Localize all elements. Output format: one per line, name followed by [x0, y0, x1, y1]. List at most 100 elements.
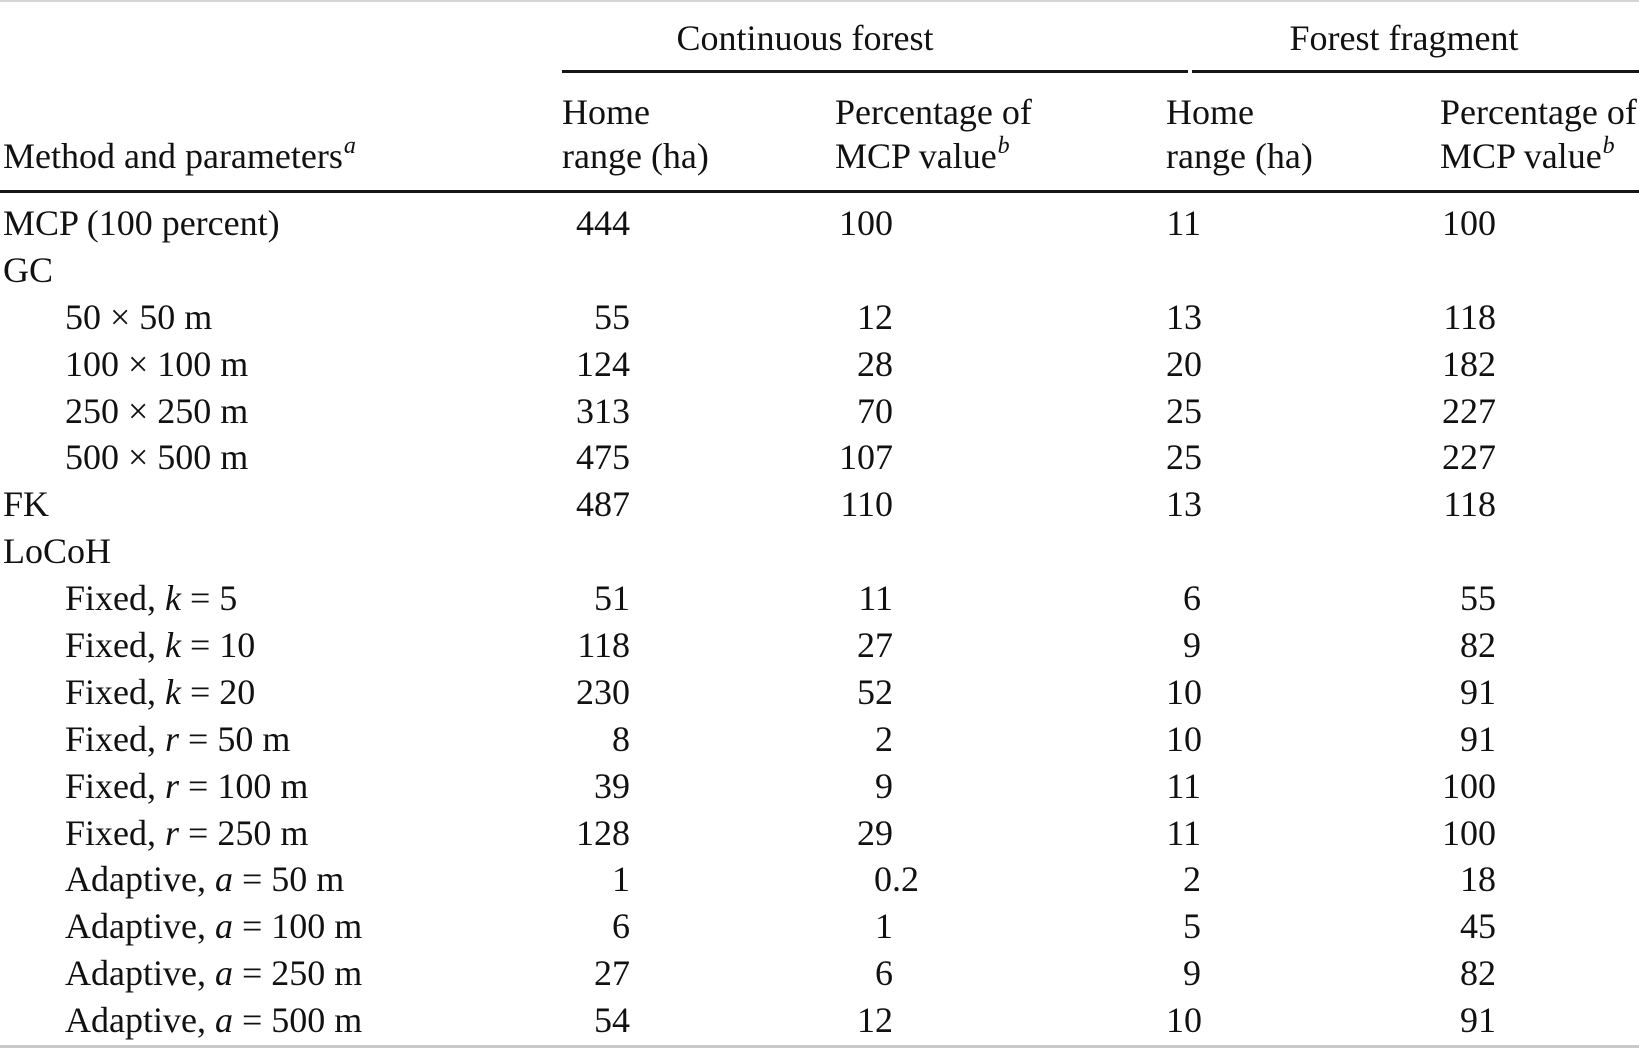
- value-cell: 1: [875, 906, 893, 947]
- value-cell: 54: [594, 1000, 630, 1041]
- spanner-rule-continuous-forest: [562, 70, 1188, 73]
- col-header-home-range-ff: Home range (ha): [1166, 90, 1313, 178]
- table-row: Adaptive, a = 100 m 6 1 5 45: [0, 903, 1639, 950]
- value-cell: 9: [1183, 953, 1201, 994]
- value-cell: 475: [576, 437, 630, 478]
- table-row: MCP (100 percent) 444 100 11 100: [0, 200, 1639, 247]
- value-cell: 45: [1460, 906, 1496, 947]
- footnote-marker-b: b: [997, 133, 1010, 159]
- value-cell: 27: [594, 953, 630, 994]
- value-cell: 51: [594, 578, 630, 619]
- value-cell: 1: [612, 859, 630, 900]
- col-header-line1: Percentage of: [835, 92, 1032, 132]
- table-row: 50 × 50 m 55 12 13 118: [0, 294, 1639, 341]
- value-cell: 11: [1166, 203, 1201, 243]
- value-cell: 118: [1443, 484, 1496, 525]
- value-cell: 91: [1460, 1000, 1496, 1041]
- method-cell: 500 × 500 m: [65, 437, 249, 478]
- value-cell: 487: [576, 484, 630, 525]
- value-cell: 70: [857, 390, 893, 431]
- value-cell: 110: [840, 484, 893, 525]
- value-cell: 444: [576, 203, 630, 243]
- method-cell: 250 × 250 m: [65, 390, 249, 431]
- value-cell: 13: [1166, 296, 1202, 337]
- value-cell: 91: [1460, 671, 1496, 712]
- col-header-home-range-cf: Home range (ha): [562, 90, 709, 178]
- value-cell: 82: [1460, 953, 1496, 994]
- method-cell: FK: [3, 484, 50, 525]
- top-rule: [0, 0, 1639, 2]
- bottom-rule: [0, 1045, 1639, 1048]
- col-header-line2: MCP valueb: [1440, 133, 1615, 176]
- table-row: LoCoH: [0, 528, 1639, 575]
- value-cell: 313: [576, 390, 630, 431]
- value-cell: 11: [1166, 765, 1201, 806]
- value-cell: 55: [1460, 578, 1496, 619]
- table-row: Fixed, r = 250 m 128 29 11 100: [0, 810, 1639, 857]
- value-cell: 9: [875, 765, 893, 806]
- method-cell: Fixed, r = 50 m: [65, 718, 291, 759]
- col-header-line1: Home: [1166, 92, 1254, 132]
- table-row: GC: [0, 247, 1639, 294]
- col-header-line2: MCP valueb: [835, 133, 1010, 176]
- footnote-marker-b: b: [1602, 133, 1615, 159]
- value-cell: 6: [875, 953, 893, 994]
- table-row: Fixed, k = 5 51 11 6 55: [0, 575, 1639, 622]
- col-header-percentage-mcp-ff: Percentage of MCP valueb: [1440, 90, 1637, 178]
- value-cell: 6: [612, 906, 630, 947]
- value-cell: 100: [1442, 203, 1496, 243]
- value-cell: 128: [576, 812, 630, 853]
- method-cell: Fixed, k = 10: [65, 625, 256, 666]
- footnote-marker-a: a: [343, 133, 356, 159]
- table-row: Fixed, r = 50 m 8 2 10 91: [0, 716, 1639, 763]
- value-cell: 2: [1183, 859, 1201, 900]
- value-cell: 13: [1166, 484, 1202, 525]
- value-cell: 2: [875, 718, 893, 759]
- value-cell: 52: [857, 671, 893, 712]
- col-header-line1: Home: [562, 92, 650, 132]
- value-cell: 18: [1460, 859, 1496, 900]
- value-cell: 227: [1442, 437, 1496, 478]
- table-row: 250 × 250 m 313 70 25 227: [0, 388, 1639, 435]
- value-cell: 25: [1166, 390, 1202, 431]
- table-row: Fixed, k = 20 230 52 10 91: [0, 669, 1639, 716]
- col-header-line2: range (ha): [1166, 136, 1313, 176]
- value-cell: 25: [1166, 437, 1202, 478]
- value-cell: 28: [857, 343, 893, 384]
- method-cell: 100 × 100 m: [65, 343, 249, 384]
- table-row: Adaptive, a = 50 m 1 0.2 2 18: [0, 856, 1639, 903]
- value-cell: 182: [1442, 343, 1496, 384]
- method-cell: Fixed, r = 100 m: [65, 765, 309, 806]
- value-cell: 118: [1443, 296, 1496, 337]
- method-cell: MCP (100 percent): [3, 203, 280, 243]
- value-cell: 124: [576, 343, 630, 384]
- value-cell: 91: [1460, 718, 1496, 759]
- value-cell: 10: [1166, 718, 1202, 759]
- method-cell: Adaptive, a = 50 m: [65, 859, 345, 900]
- group-header-continuous-forest: Continuous forest: [676, 18, 934, 58]
- method-cell: Adaptive, a = 250 m: [65, 953, 363, 994]
- table-row: FK 487 110 13 118: [0, 481, 1639, 528]
- method-header-text: Method and parameters: [3, 136, 343, 176]
- value-cell: 100: [839, 203, 893, 243]
- table-row: Adaptive, a = 500 m 54 12 10 91: [0, 997, 1639, 1044]
- method-cell: Fixed, r = 250 m: [65, 812, 309, 853]
- value-cell: 20: [1166, 343, 1202, 384]
- value-cell: 11: [858, 578, 893, 619]
- value-cell: 100: [1442, 765, 1496, 806]
- value-cell: 12: [857, 1000, 893, 1041]
- value-cell: 27: [857, 625, 893, 666]
- method-cell: 50 × 50 m: [65, 296, 213, 337]
- value-cell: 8: [612, 718, 630, 759]
- value-cell: 100: [1442, 812, 1496, 853]
- value-cell: 227: [1442, 390, 1496, 431]
- value-cell: 9: [1183, 625, 1201, 666]
- value-cell: 10: [1166, 1000, 1202, 1041]
- table-row: 500 × 500 m 475 107 25 227: [0, 434, 1639, 481]
- value-cell: 29: [857, 812, 893, 853]
- method-cell: GC: [3, 249, 54, 290]
- value-cell: 39: [594, 765, 630, 806]
- method-cell: Adaptive, a = 100 m: [65, 906, 363, 947]
